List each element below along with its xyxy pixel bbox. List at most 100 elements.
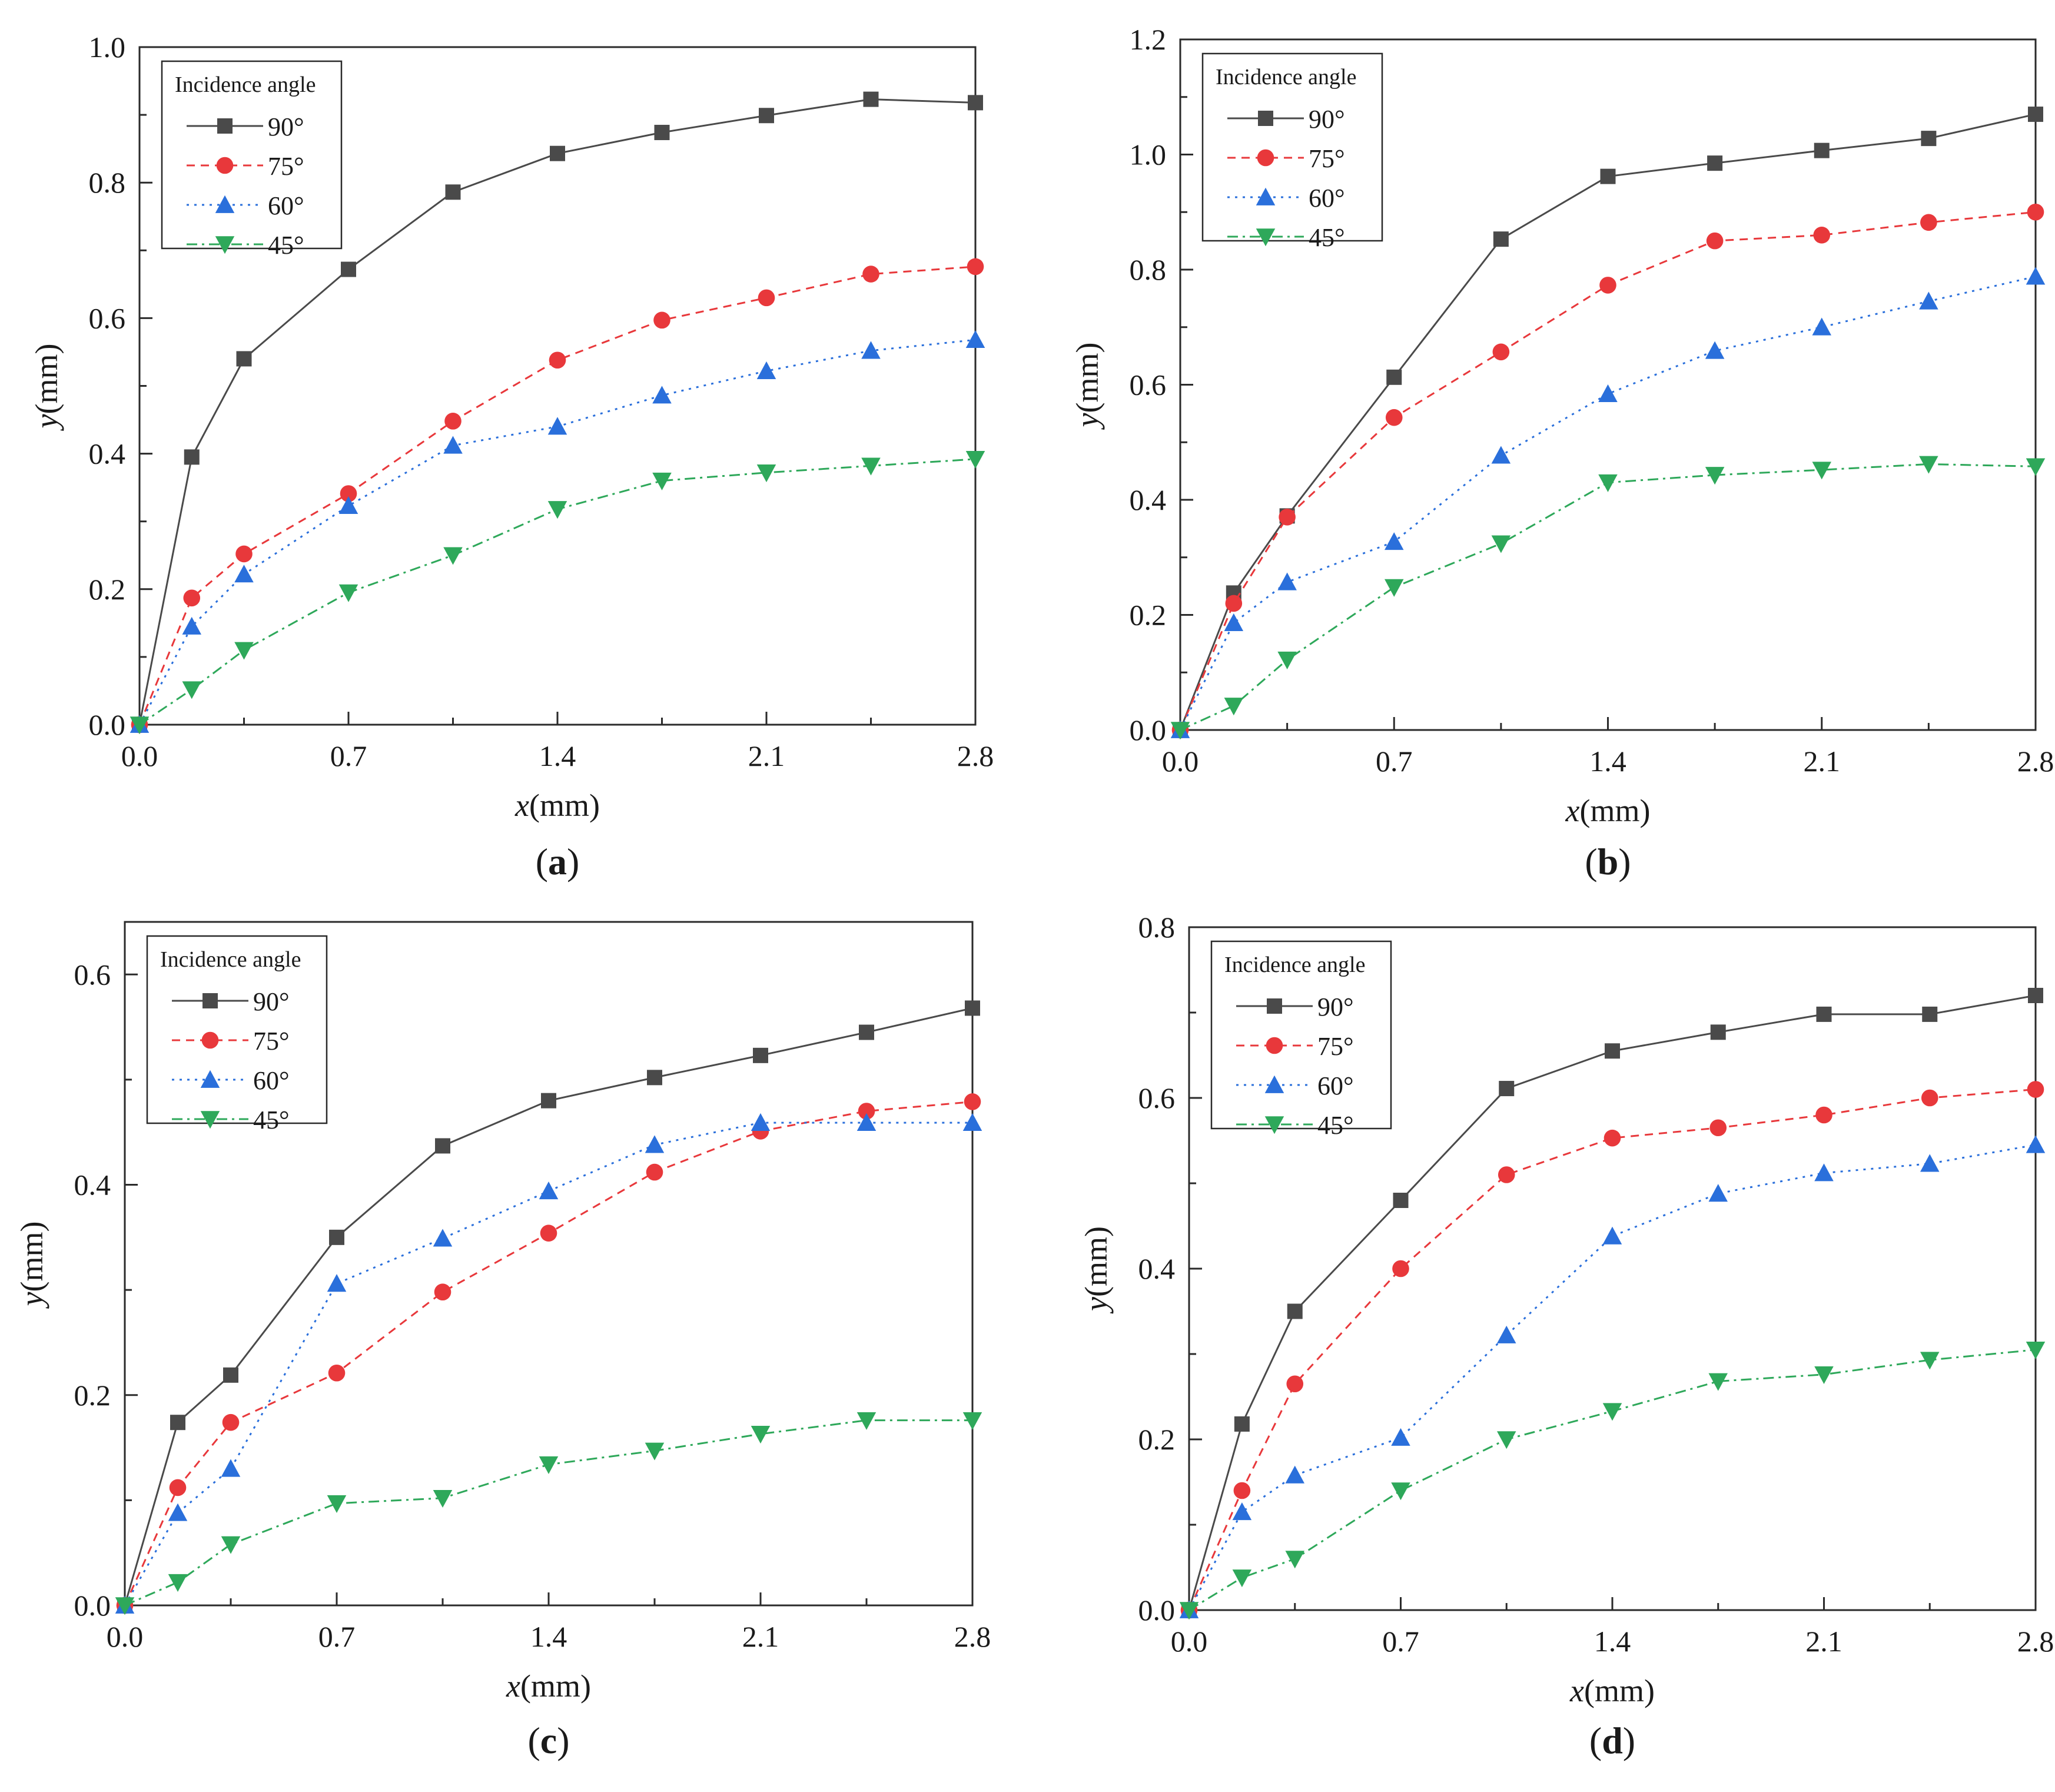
data-point-ninety: [1710, 1024, 1726, 1040]
data-point-seventy-five: [862, 266, 879, 283]
data-point-ninety: [341, 261, 356, 277]
data-point-ninety: [1287, 1303, 1303, 1319]
legend-marker-ninety: [202, 993, 218, 1008]
series-line-forty-five: [139, 458, 976, 726]
panel-label: (b): [1585, 841, 1631, 882]
y-tick-label: 0.4: [74, 1169, 111, 1202]
data-point-seventy-five: [1706, 232, 1724, 250]
x-tick-label: 2.8: [954, 1620, 991, 1653]
data-point-ninety: [968, 95, 983, 111]
chart-panel-b: 0.0 0.7 1.4 2.1 2.8 0.0 0.2 0.4 0.6 0.8 1.0 1.2 x(mm…: [1070, 23, 2054, 882]
legend-box: [161, 60, 343, 250]
series-seventy-five: [1180, 1081, 2044, 1619]
data-point-ninety: [753, 1047, 768, 1063]
legend: Incidence angle 90° 75° 60° 45°: [161, 60, 343, 260]
data-point-sixty: [443, 436, 463, 454]
data-point-ninety: [329, 1229, 344, 1245]
data-point-seventy-five: [858, 1103, 875, 1120]
data-point-forty-five: [652, 472, 672, 490]
series-line-ninety: [1179, 113, 2036, 731]
y-tick-label: 0.2: [1130, 599, 1167, 632]
data-point-seventy-five: [169, 1479, 187, 1496]
data-point-forty-five: [1812, 462, 1831, 480]
series-line-seventy-five: [1179, 211, 2036, 731]
series-line-forty-five: [1180, 463, 2036, 731]
data-point-ninety: [965, 1000, 980, 1016]
y-tick-label: 0.2: [1138, 1423, 1176, 1456]
y-tick-label: 0.8: [1130, 253, 1167, 286]
data-point-ninety: [1816, 1006, 1832, 1022]
series-seventy-five: [116, 1093, 981, 1614]
x-tick-label: 1.4: [530, 1620, 567, 1653]
legend-marker-forty-five: [1264, 1116, 1284, 1134]
series-line-sixty: [124, 1121, 972, 1606]
data-point-forty-five: [130, 716, 150, 735]
data-point-forty-five: [1232, 1569, 1252, 1588]
data-point-sixty: [652, 386, 672, 404]
series-line-sixty: [138, 339, 976, 725]
data-point-forty-five: [234, 642, 254, 660]
data-point-seventy-five: [1492, 343, 1510, 361]
legend-marker-forty-five: [1256, 228, 1276, 247]
y-tick-label: 0.6: [1130, 369, 1167, 401]
data-point-forty-five: [756, 464, 776, 483]
legend-marker-ninety: [1267, 998, 1282, 1014]
legend-label-seventy-five: 75°: [268, 152, 304, 181]
data-point-ninety: [184, 449, 200, 465]
data-point-sixty: [433, 1229, 453, 1247]
data-point-sixty: [1812, 317, 1831, 336]
series-line-sixty: [1179, 276, 2036, 731]
data-point-ninety: [647, 1070, 662, 1086]
data-point-sixty: [547, 417, 567, 435]
series-line-ninety: [138, 98, 976, 725]
y-tick-label: 0.4: [1130, 483, 1167, 516]
data-point-forty-five: [2026, 458, 2046, 476]
data-point-forty-five: [1385, 579, 1404, 597]
data-point-sixty: [1497, 1325, 1516, 1343]
x-tick-label: 0.7: [1382, 1625, 1419, 1658]
data-point-ninety: [236, 351, 252, 367]
legend-label-forty-five: 45°: [1309, 223, 1345, 252]
series-forty-five: [1179, 1341, 2046, 1620]
data-point-ninety: [859, 1024, 874, 1040]
legend-title: Incidence angle: [1224, 953, 1365, 977]
data-point-forty-five: [1920, 1352, 1940, 1370]
legend: Incidence angle 90° 75° 60° 45°: [146, 935, 328, 1134]
y-tick-label: 0.8: [1138, 911, 1176, 944]
x-tick-label: 0.0: [1162, 745, 1199, 778]
legend: Incidence angle 90° 75° 60° 45°: [1210, 940, 1392, 1140]
data-point-seventy-five: [1233, 1482, 1251, 1499]
y-tick-label: 0.0: [1130, 714, 1167, 746]
data-point-seventy-five: [653, 311, 670, 329]
legend-label-sixty: 60°: [1317, 1071, 1354, 1100]
x-axis-label: x(mm): [514, 788, 600, 823]
data-point-seventy-five: [1921, 1089, 1938, 1107]
legend-label-sixty: 60°: [268, 191, 304, 220]
data-point-sixty: [751, 1113, 771, 1131]
legend-label-seventy-five: 75°: [1309, 144, 1345, 173]
data-point-ninety: [863, 91, 879, 107]
data-point-seventy-five: [434, 1283, 451, 1301]
x-tick-label: 1.4: [539, 739, 576, 772]
data-point-sixty: [965, 330, 985, 349]
series-line-forty-five: [1188, 1349, 2036, 1611]
data-point-sixty: [756, 361, 776, 379]
series-line-forty-five: [124, 1419, 972, 1607]
legend-marker-seventy-five: [1266, 1037, 1283, 1054]
data-point-ninety: [1386, 369, 1402, 385]
series-sixty: [1179, 1135, 2046, 1618]
data-point-ninety: [170, 1415, 185, 1431]
legend-title: Incidence angle: [160, 947, 301, 972]
x-tick-label: 2.8: [957, 739, 994, 772]
data-point-seventy-five: [444, 413, 462, 430]
data-point-seventy-five: [1279, 509, 1296, 526]
chart-panel-c: 0.0 0.7 1.4 2.1 2.8 0.0 0.2 0.4 0.6 x(mm) y(mm) Inc…: [14, 921, 991, 1761]
y-tick-label: 0.6: [1138, 1081, 1176, 1114]
series-ninety: [117, 1000, 980, 1613]
x-tick-label: 1.4: [1594, 1625, 1631, 1658]
y-tick-label: 0.2: [74, 1379, 111, 1412]
y-tick-label: 0.0: [89, 708, 126, 741]
data-point-ninety: [1234, 1416, 1250, 1432]
data-point-forty-five: [1224, 698, 1244, 716]
legend-label-forty-five: 45°: [268, 231, 304, 260]
